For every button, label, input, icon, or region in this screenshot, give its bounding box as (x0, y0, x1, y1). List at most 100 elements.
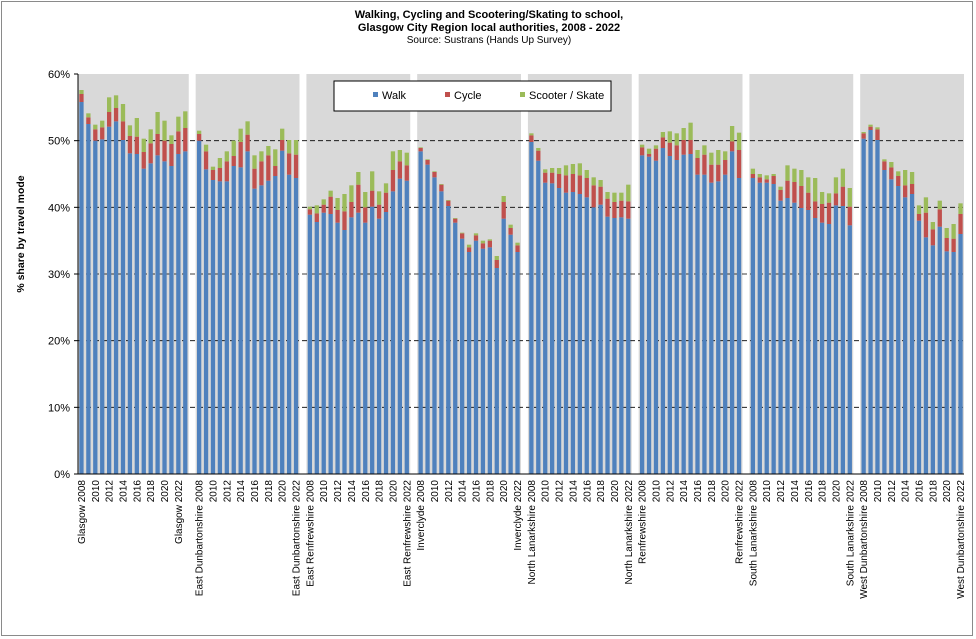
bar-scooter (397, 150, 403, 162)
x-tick-label: 2010 (208, 480, 219, 503)
bar-cycle (466, 247, 472, 252)
bar-walk (120, 140, 126, 474)
bar-scooter (819, 192, 825, 204)
bar-walk (826, 224, 832, 474)
bar-scooter (134, 118, 139, 137)
x-tick-label: 2018 (264, 480, 275, 503)
bar-scooter (639, 144, 645, 148)
bar-cycle (293, 154, 299, 178)
bar-walk (383, 212, 389, 474)
x-tick-label: 2010 (430, 480, 441, 503)
bar-cycle (508, 228, 513, 235)
bar-scooter (286, 140, 292, 154)
bar-scooter (266, 146, 271, 156)
legend-swatch-scooter (520, 92, 525, 97)
bar-scooter (473, 233, 479, 236)
bar-scooter (155, 112, 160, 134)
bar-cycle (487, 240, 492, 248)
bar-walk (176, 154, 181, 474)
bar-walk (349, 217, 354, 475)
bar-walk (875, 140, 880, 474)
bar-scooter (792, 168, 797, 182)
x-tick-label: 2010 (651, 480, 662, 503)
bar-scooter (716, 150, 721, 165)
bar-cycle (335, 210, 340, 223)
bar-walk (162, 161, 167, 475)
bar-scooter (736, 132, 742, 150)
bar-walk (328, 214, 333, 474)
x-tick-label: Inverclyde 2008 (416, 480, 427, 551)
bar-cycle (916, 214, 922, 221)
bar-scooter (923, 197, 929, 213)
bar-cycle (432, 172, 437, 178)
bar-scooter (370, 171, 375, 191)
bar-walk (224, 181, 229, 475)
bar-cycle (896, 176, 901, 186)
bar-cycle (383, 192, 389, 212)
bar-walk (778, 200, 783, 474)
bar-scooter (231, 140, 236, 156)
bar-scooter (896, 171, 901, 176)
bar-walk (695, 174, 700, 474)
bar-cycle (460, 233, 465, 239)
x-tick-label: 2012 (555, 480, 566, 503)
bar-walk (266, 180, 271, 474)
bar-walk (605, 216, 610, 474)
bar-walk (930, 245, 935, 474)
axes (74, 73, 964, 475)
bar-scooter (259, 151, 264, 162)
bar-cycle (107, 112, 112, 127)
bar-cycle (259, 161, 264, 186)
x-tick-label: 2010 (319, 480, 330, 503)
bar-cycle (113, 108, 119, 122)
bar-cycle (806, 192, 811, 210)
bar-walk (453, 222, 458, 474)
bar-cycle (729, 141, 735, 152)
bar-walk (903, 197, 908, 475)
x-tick-label: 2016 (472, 480, 483, 503)
bar-scooter (833, 177, 839, 194)
y-tick-label: 20% (48, 336, 70, 348)
bar-walk (667, 156, 672, 474)
chart-subtitle: Source: Sustrans (Hands Up Survey) (407, 35, 572, 46)
bar-scooter (460, 232, 465, 234)
bar-cycle (252, 168, 257, 189)
x-tick-label: 2020 (831, 480, 842, 503)
bar-cycle (736, 150, 742, 178)
bar-scooter (314, 205, 319, 214)
bar-walk (688, 154, 693, 474)
bar-scooter (709, 152, 714, 165)
bar-walk (591, 207, 596, 475)
bar-cycle (536, 150, 541, 161)
bar-scooter (757, 174, 762, 178)
bar-scooter (764, 175, 769, 180)
y-tick-label: 60% (48, 69, 70, 81)
bar-cycle (909, 184, 915, 194)
bar-walk (889, 179, 894, 475)
bar-cycle (196, 134, 202, 141)
bar-cycle (605, 198, 610, 217)
bar-scooter (79, 90, 84, 94)
bar-cycle (563, 175, 569, 193)
bar-walk (446, 206, 451, 474)
bar-cycle (286, 153, 292, 175)
x-tick-label: 2016 (361, 480, 372, 503)
bar-walk (314, 222, 319, 474)
bar-cycle (473, 235, 479, 241)
bar-walk (321, 212, 326, 474)
bar-cycle (79, 94, 84, 102)
x-tick-label: West Dunbartonshire 2022 (956, 480, 967, 599)
bar-scooter (203, 144, 209, 152)
legend-label-cycle: Cycle (454, 90, 482, 102)
bar-cycle (342, 211, 347, 230)
x-tick-label: Renfrewshire 2008 (638, 480, 649, 564)
x-tick-label: 2020 (388, 480, 399, 503)
bar-walk (342, 230, 347, 474)
bar-walk (404, 180, 409, 474)
bar-walk (543, 182, 548, 474)
legend: Walk Cycle Scooter / Skate (333, 80, 612, 112)
bar-cycle (771, 176, 776, 184)
bar-cycle (376, 204, 382, 219)
x-tick-label: 2018 (485, 480, 496, 503)
legend-swatch-cycle (445, 92, 450, 97)
